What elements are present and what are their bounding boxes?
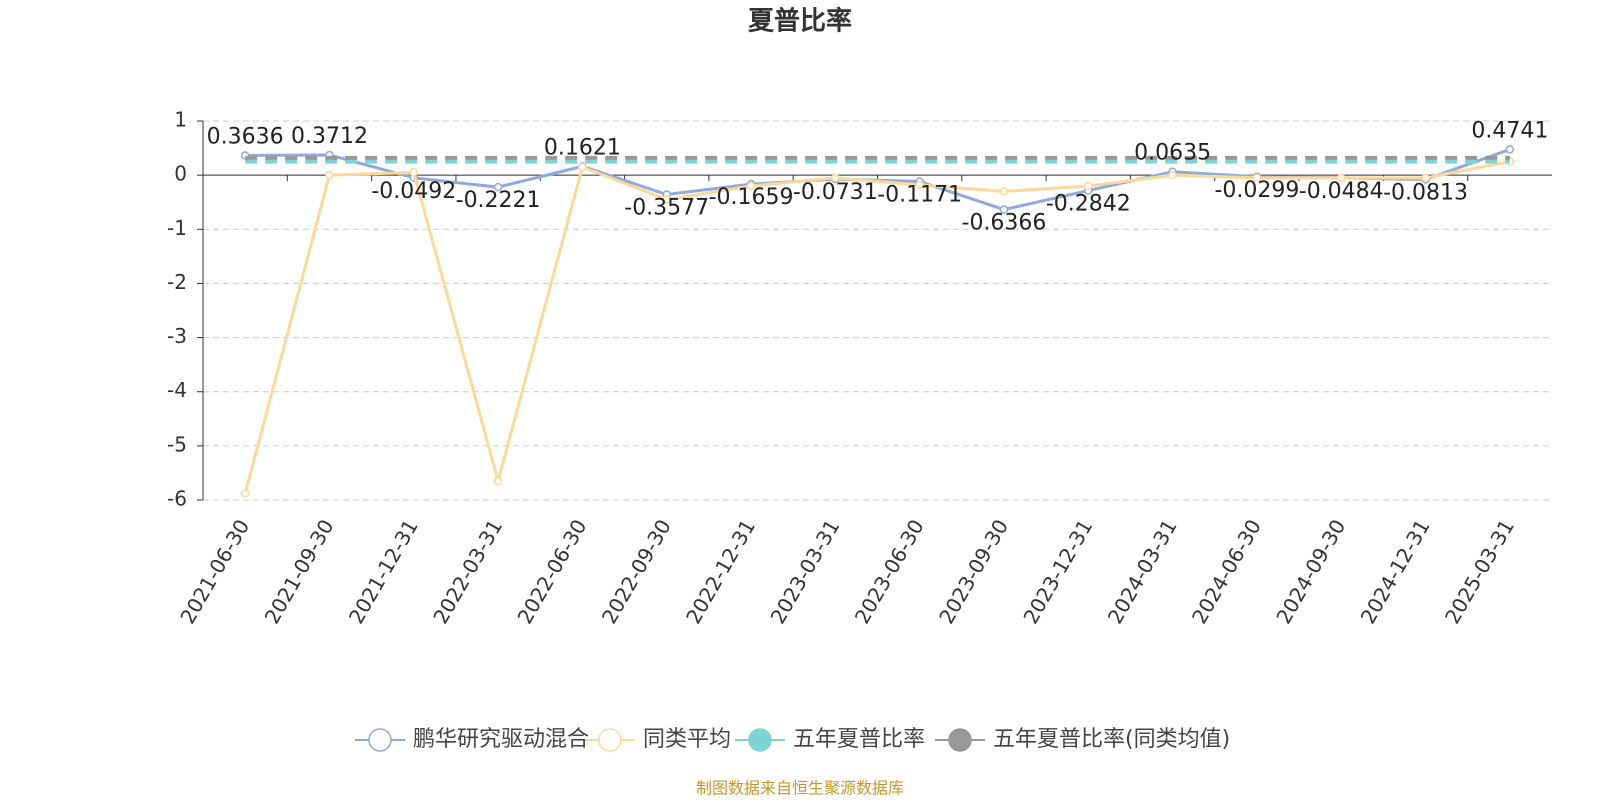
data-label: -0.0813: [1383, 181, 1468, 206]
y-tick-label: -4: [167, 378, 187, 402]
data-label: -0.0492: [371, 179, 456, 204]
data-label: -0.6366: [962, 211, 1047, 236]
y-tick-label: 0: [174, 162, 187, 186]
data-label: 0.3712: [291, 124, 368, 149]
legend-marker: [368, 728, 392, 752]
x-tick-label: 2022-03-31: [428, 515, 507, 628]
point: [1168, 170, 1177, 180]
x-tick-label: 2023-12-31: [1018, 515, 1097, 628]
point: [662, 195, 671, 204]
legend-marker: [598, 728, 622, 752]
point: [746, 181, 756, 191]
y-tick-label: -5: [167, 432, 187, 456]
data-label: 0.3636: [207, 124, 284, 149]
series-line: [243, 160, 1511, 494]
point: [1084, 181, 1093, 191]
data-label: -0.0484: [1299, 179, 1384, 204]
legend-label: 同类平均: [643, 727, 731, 752]
legend-label: 鹏华研究驱动混合: [413, 727, 589, 752]
data-label: -0.1171: [877, 182, 962, 207]
legend-marker: [948, 728, 972, 752]
data-label: 0.1621: [544, 135, 621, 160]
y-tick-label: -6: [167, 487, 187, 511]
point: [409, 168, 419, 177]
data-label: -0.1659: [709, 185, 794, 210]
y-tick-label: -1: [167, 216, 187, 240]
x-tick-label: 2023-03-31: [766, 515, 845, 628]
legend-marker: [748, 728, 772, 752]
x-tick-label: 2023-09-30: [934, 515, 1013, 628]
point: [325, 170, 334, 180]
point: [999, 187, 1009, 196]
data-label: -0.2842: [1046, 192, 1131, 217]
point: [1505, 145, 1515, 154]
x-tick-label: 2022-12-31: [681, 515, 760, 628]
data-label: 0.0635: [1134, 141, 1211, 166]
data-label: -0.3577: [624, 196, 709, 221]
point: [999, 205, 1009, 214]
x-tick-label: 2021-06-30: [175, 515, 254, 628]
x-tick-label: 2024-12-31: [1356, 515, 1435, 628]
legend-label: 五年夏普比率(同类均值): [993, 727, 1230, 752]
y-tick-label: 1: [174, 108, 187, 132]
x-tick-label: 2025-03-31: [1440, 515, 1519, 628]
point: [493, 476, 503, 486]
x-tick-label: 2022-06-30: [513, 515, 592, 628]
x-tick-label: 2021-09-30: [260, 515, 339, 628]
chart-title: 夏普比率: [748, 6, 852, 37]
data-label: -0.0299: [1214, 178, 1299, 203]
point: [578, 162, 587, 172]
legend-label: 五年夏普比率: [793, 727, 925, 752]
point: [1421, 173, 1430, 183]
x-tick-label: 2024-06-30: [1187, 515, 1266, 628]
x-tick-label: 2024-09-30: [1271, 515, 1350, 628]
data-label: -0.0731: [793, 180, 878, 205]
data-label: 0.4741: [1471, 118, 1548, 143]
data-label: -0.2221: [456, 188, 541, 213]
y-tick-label: -3: [167, 324, 187, 348]
point: [915, 180, 924, 190]
x-tick-label: 2023-06-30: [850, 515, 929, 628]
y-tick-label: -2: [167, 270, 187, 294]
source-note: 制图数据来自恒生聚源数据库: [696, 779, 904, 798]
x-tick-label: 2021-12-31: [344, 515, 423, 628]
x-tick-label: 2024-03-31: [1103, 515, 1182, 628]
point: [1336, 173, 1346, 183]
point: [493, 182, 503, 192]
x-tick-label: 2022-09-30: [597, 515, 676, 628]
point: [1252, 173, 1262, 183]
point: [240, 489, 250, 498]
point: [831, 173, 840, 183]
